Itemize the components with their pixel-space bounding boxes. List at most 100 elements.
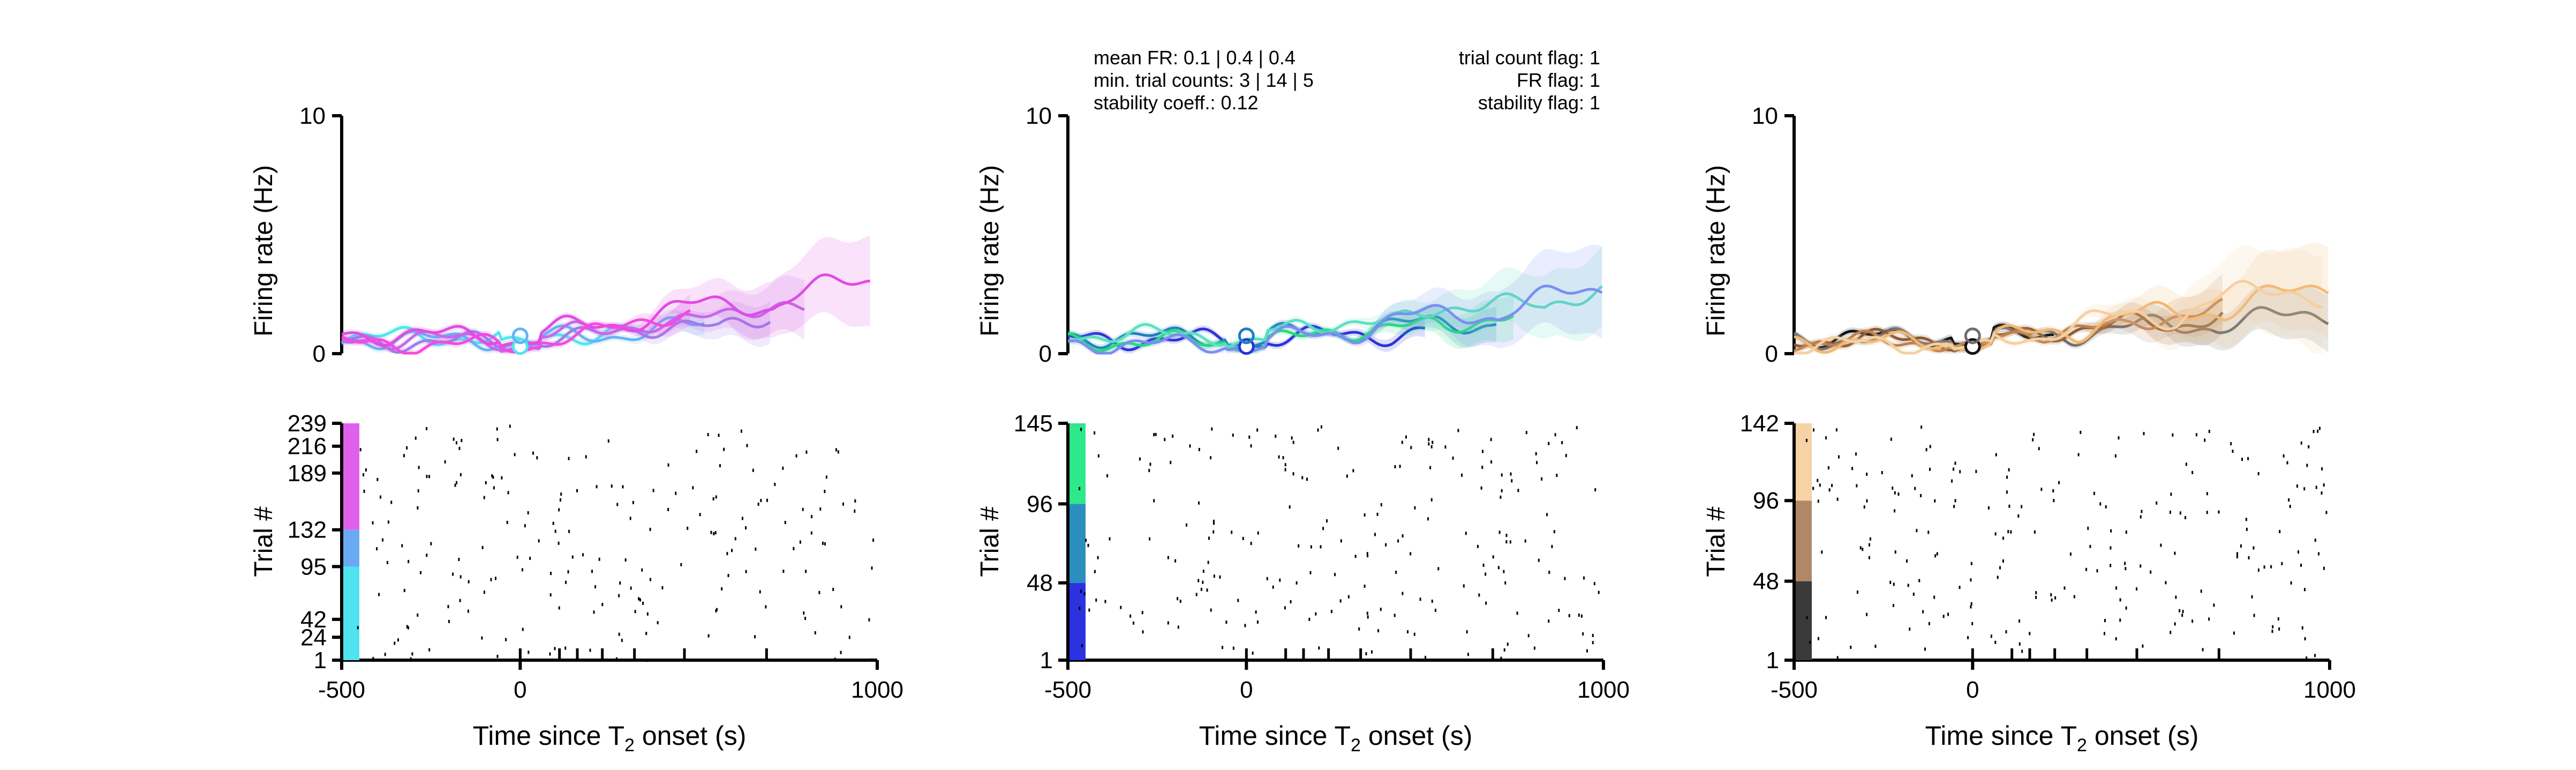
raster-spike xyxy=(2245,518,2247,521)
raster-spike xyxy=(509,424,511,428)
fr-y-tick-label: 0 xyxy=(1765,341,1778,367)
raster-spike xyxy=(1835,428,1837,432)
raster-spike xyxy=(1334,573,1336,577)
raster-spike xyxy=(649,527,651,531)
raster-spike xyxy=(564,646,567,650)
raster-spike xyxy=(1501,489,1503,492)
raster-spike xyxy=(1255,610,1257,614)
raster-spike xyxy=(824,490,826,494)
raster-spike xyxy=(1419,597,1421,601)
raster-spike xyxy=(1999,566,2001,570)
raster-spike xyxy=(596,485,598,489)
raster-spike xyxy=(1856,590,1858,594)
raster-spike xyxy=(1828,488,1831,492)
raster-x-tick-label: -500 xyxy=(1771,677,1818,703)
raster-spike xyxy=(363,473,365,477)
raster-spike xyxy=(1129,614,1132,618)
raster-spike xyxy=(2174,551,2176,555)
raster-spike xyxy=(2002,559,2005,563)
raster-spike xyxy=(485,481,487,484)
raster-spike xyxy=(868,618,870,622)
raster-spike xyxy=(1954,461,1956,465)
raster-spike xyxy=(630,586,632,590)
raster-spike xyxy=(1897,492,1900,496)
raster-spike xyxy=(727,573,729,577)
raster-spike xyxy=(2314,654,2316,657)
raster-y-tick-label: 48 xyxy=(1753,569,1779,595)
raster-spike xyxy=(1994,640,1997,644)
raster-spike xyxy=(834,657,836,661)
raster-spike xyxy=(1232,646,1234,650)
raster-x-tick-label: 0 xyxy=(1966,677,1979,703)
fr-y-tick-label: 0 xyxy=(1039,341,1052,367)
raster-spike xyxy=(1094,570,1096,573)
raster-spike xyxy=(2096,569,2098,573)
raster-spike xyxy=(2272,625,2274,629)
raster-spike xyxy=(819,507,822,511)
fr-band-group-1 xyxy=(1794,321,2054,352)
raster-spike xyxy=(1256,428,1259,432)
raster-spike xyxy=(713,532,715,536)
raster-spike xyxy=(715,495,717,499)
raster-spike xyxy=(740,429,742,433)
raster-spike xyxy=(1198,501,1200,505)
raster-spike xyxy=(2085,567,2088,571)
raster-spike xyxy=(741,517,743,520)
raster-spike xyxy=(571,555,574,559)
raster-spike xyxy=(1309,571,1312,574)
raster-spike xyxy=(403,454,405,458)
raster-y-tick-label: 239 xyxy=(288,410,327,437)
raster-spike xyxy=(1367,615,1369,619)
raster-spike xyxy=(506,520,508,524)
raster-spike xyxy=(2032,438,2034,442)
raster-spike xyxy=(814,631,816,634)
raster-spike xyxy=(1278,455,1280,459)
raster-spike xyxy=(810,531,812,535)
raster-spike xyxy=(1222,646,1224,649)
raster-spike xyxy=(1244,624,1246,627)
raster-spike xyxy=(1367,554,1369,558)
raster-spike xyxy=(394,641,396,645)
raster-spike xyxy=(1153,499,1155,503)
raster-spike xyxy=(2233,631,2235,635)
raster-spike xyxy=(1881,471,1883,475)
raster-spike xyxy=(784,521,786,525)
raster-spike xyxy=(1200,587,1202,591)
raster-spike xyxy=(2005,630,2007,634)
raster-spike xyxy=(824,542,826,546)
raster-x-tick-label: 0 xyxy=(1240,677,1253,703)
raster-spike xyxy=(2236,552,2239,556)
raster-spike xyxy=(1836,656,1839,660)
raster-spike xyxy=(554,647,556,651)
raster-spike xyxy=(1533,646,1535,650)
raster-spike xyxy=(1340,539,1342,543)
raster-spike xyxy=(2175,595,2177,599)
raster-spike xyxy=(1953,505,1955,509)
raster-spike xyxy=(2017,514,2020,518)
raster-spike xyxy=(2141,510,2143,513)
raster-spike xyxy=(444,460,446,464)
raster-spike xyxy=(2191,470,2194,474)
raster-spike xyxy=(397,638,399,642)
raster-spike xyxy=(490,578,492,581)
raster-spike xyxy=(2077,453,2080,457)
raster-spike xyxy=(1252,651,1254,655)
raster-spike xyxy=(1947,612,1949,616)
raster-spike xyxy=(1990,634,1992,638)
stats-annotation: mean FR: 0.1 | 0.4 | 0.4 min. trial coun… xyxy=(1094,47,1600,114)
raster-spike xyxy=(2289,505,2291,509)
raster-spike xyxy=(1298,544,1300,548)
raster-spike xyxy=(2248,556,2250,559)
raster-y-tick-label: 96 xyxy=(1753,488,1779,514)
raster-spike xyxy=(2156,501,2158,505)
raster-spike xyxy=(1211,427,1213,431)
fr-band-group-5 xyxy=(342,235,870,350)
raster-spike xyxy=(1395,571,1397,574)
raster-spike xyxy=(559,498,561,502)
raster-spike xyxy=(426,475,428,479)
raster-spike xyxy=(2298,550,2300,554)
raster-spike xyxy=(1967,636,1969,639)
raster-spike xyxy=(645,632,647,636)
raster-spike xyxy=(1292,472,1294,476)
raster-spike xyxy=(1081,644,1083,647)
